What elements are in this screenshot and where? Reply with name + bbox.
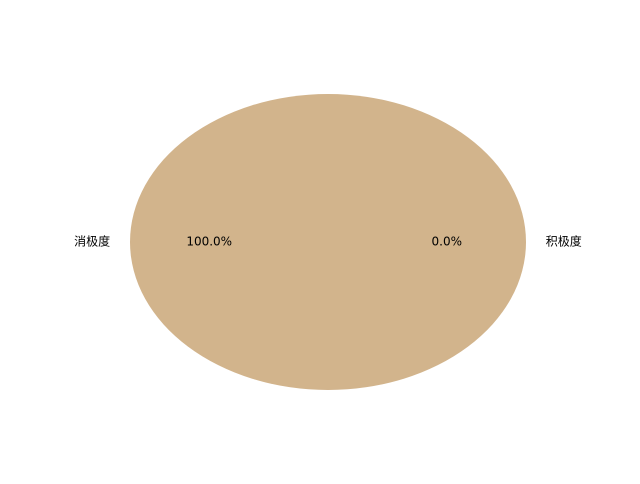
pie-percent-label-2: 0.0%	[432, 235, 463, 249]
pie-label-2: 积极度	[546, 234, 582, 249]
pie-slices	[130, 94, 526, 390]
pie-label-1: 消极度	[74, 234, 110, 249]
pie-slice-1	[130, 94, 526, 390]
pie-labels: 消极度 100.0% 积极度 0.0%	[74, 234, 582, 249]
pie-percent-label-1: 100.0%	[186, 235, 232, 249]
